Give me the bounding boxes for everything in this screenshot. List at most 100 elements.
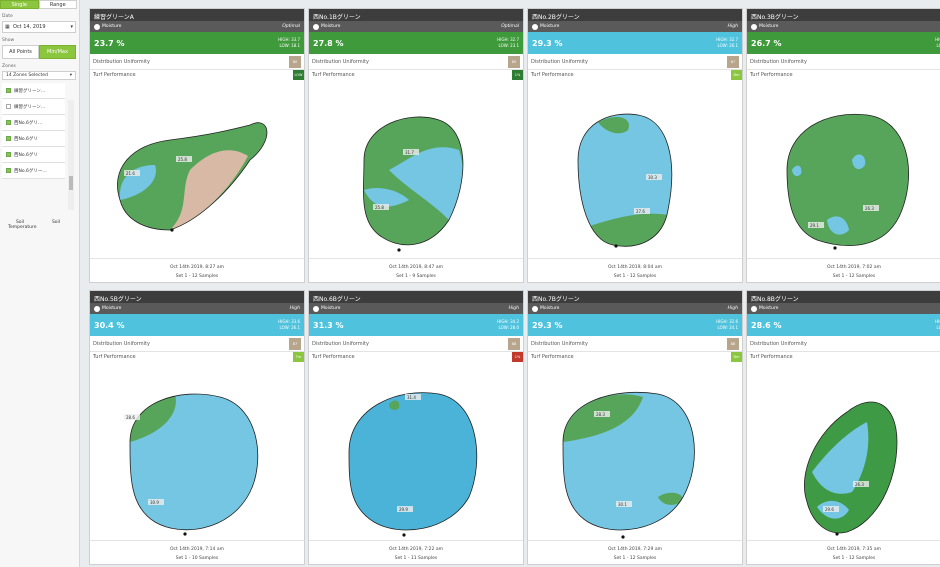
moisture-band: 26.7 % HIGH: 30.5 LOW: 22.4 <box>747 32 940 54</box>
zone-label: 西No.6グリ <box>14 136 38 142</box>
moisture-map[interactable]: 31.4 29.9 <box>309 372 523 550</box>
zone-card[interactable]: 西No.5Bグリーン Moisture High 30.4 % HIGH: 33… <box>89 290 305 565</box>
low-value: LOW: 18.1 <box>279 43 300 48</box>
zone-card[interactable]: 西No.3Bグリーン Moisture 26.7 % HIGH: 30.5 LO… <box>746 8 940 283</box>
moisture-map[interactable]: 26.3 29.1 <box>747 90 940 268</box>
moisture-band: 29.3 % HIGH: 32.6 LOW: 24.1 <box>528 314 742 336</box>
moisture-percent: 31.3 % <box>313 320 344 330</box>
soil-param-2[interactable]: Soil <box>51 220 61 225</box>
show-all-points-tab[interactable]: All Points <box>2 45 39 59</box>
zone-label: 練習グリーン… <box>14 88 46 94</box>
moisture-status: High <box>727 306 738 311</box>
tp-label: Turf Performance <box>312 354 355 360</box>
checkbox[interactable] <box>6 168 11 173</box>
zone-title: 西No.1Bグリーン <box>309 9 523 21</box>
zone-item[interactable]: 西No.6グリ <box>2 147 65 163</box>
moisture-map[interactable]: 25.8 21.6 <box>90 90 304 268</box>
zone-item[interactable]: 練習グリーン… <box>2 99 65 115</box>
moisture-band: 29.3 % HIGH: 32.7 LOW: 26.1 <box>528 32 742 54</box>
value-label-bg <box>403 149 419 155</box>
mode-single-tab[interactable]: Single <box>0 0 39 9</box>
moisture-map[interactable]: 30.3 27.6 <box>528 90 742 268</box>
scrollbar-thumb[interactable] <box>69 176 73 190</box>
sample-marker <box>170 228 174 232</box>
value-label-bg <box>397 506 413 512</box>
value-label-bg <box>808 222 824 228</box>
high-low: HIGH: 30.5 LOW: 22.4 <box>935 37 940 49</box>
zone-title: 西No.5Bグリーン <box>90 291 304 303</box>
moisture-region <box>852 154 866 170</box>
sample-marker <box>183 532 187 536</box>
value-label: 25.8 <box>178 157 187 162</box>
low-value: LOW: 24.1 <box>717 325 738 330</box>
card-footer: Oct 14th 2019, 8:27 am Set 1 - 12 Sample… <box>90 258 304 282</box>
mode-range-tab[interactable]: Range <box>38 0 77 9</box>
mode-toggle: Single Range <box>0 0 77 9</box>
zone-card[interactable]: 練習グリーンA Moisture Optimal 23.7 % HIGH: 33… <box>89 8 305 283</box>
tp-badge: 1% <box>512 70 523 80</box>
zone-label: 西No.6グリ… <box>14 120 43 126</box>
moisture-region <box>130 394 176 442</box>
sample-date: Oct 14th 2019, 7:35 am <box>827 547 881 552</box>
moisture-band: 27.8 % HIGH: 32.7 LOW: 23.1 <box>309 32 523 54</box>
turf-performance-row: Turf Performance Dm <box>528 352 742 362</box>
moisture-status: High <box>289 306 300 311</box>
card-footer: Oct 14th 2019, 7:22 am Set 1 - 11 Sample… <box>309 540 523 564</box>
value-label-bg <box>616 501 632 507</box>
moisture-icon <box>751 305 757 312</box>
moisture-region <box>578 213 668 247</box>
checkbox[interactable] <box>6 152 11 157</box>
high-value: HIGH: 32.7 <box>716 37 738 42</box>
zone-item[interactable]: 西No.6グリー… <box>2 163 65 179</box>
green-outline <box>117 122 268 231</box>
soil-param-1[interactable]: Soil <box>15 220 25 225</box>
moisture-status: High <box>727 24 738 29</box>
checkbox[interactable] <box>6 120 11 125</box>
moisture-percent: 26.7 % <box>751 38 782 48</box>
zones-label: Zones <box>2 64 16 69</box>
moisture-label: Moisture <box>321 306 341 311</box>
zone-item[interactable]: 練習グリーン… <box>2 83 65 99</box>
value-label-bg <box>853 481 869 487</box>
zone-item[interactable]: 西No.6グリ <box>2 131 65 147</box>
show-minmax-tab[interactable]: Min/Max <box>39 45 76 59</box>
zone-item[interactable]: 西No.6グリ… <box>2 115 65 131</box>
value-label: 25.8 <box>375 205 384 210</box>
distribution-uniformity-row: Distribution Uniformity 87 <box>528 54 742 70</box>
zone-select[interactable]: 14 Zones Selected ▾ <box>2 71 76 80</box>
date-picker[interactable]: ▦ Oct 14, 2019 ▾ <box>2 21 76 33</box>
zone-card[interactable]: 西No.8Bグリーン Moisture High 28.6 % HIGH: 32… <box>746 290 940 565</box>
value-label: 30.1 <box>618 502 627 507</box>
moisture-bar: Moisture High <box>309 303 523 314</box>
checkbox[interactable] <box>6 104 11 109</box>
zone-card[interactable]: 西No.2Bグリーン Moisture High 29.3 % HIGH: 32… <box>527 8 743 283</box>
zone-title: 西No.8Bグリーン <box>747 291 940 303</box>
value-label-bg <box>594 411 610 417</box>
moisture-region <box>364 188 409 207</box>
moisture-map[interactable]: 31.7 25.8 <box>309 90 523 268</box>
sample-marker <box>402 533 406 537</box>
high-low: HIGH: 32.6 LOW: 24.1 <box>716 319 738 331</box>
moisture-map[interactable]: 28.6 30.9 <box>90 372 304 550</box>
checkbox[interactable] <box>6 136 11 141</box>
turf-performance-row: Turf Performance 1% <box>309 352 523 362</box>
zone-card[interactable]: 西No.7Bグリーン Moisture High 29.3 % HIGH: 32… <box>527 290 743 565</box>
zone-card[interactable]: 西No.1Bグリーン Moisture Optimal 27.8 % HIGH:… <box>308 8 524 283</box>
turf-performance-row: Turf Performance <box>747 352 940 362</box>
sample-date: Oct 14th 2019, 8:27 am <box>170 265 224 270</box>
temperature-param[interactable]: Temperature <box>8 225 37 230</box>
moisture-map[interactable]: 26.3 29.6 <box>747 372 940 550</box>
green-outline <box>786 113 909 246</box>
moisture-band: 23.7 % HIGH: 33.7 LOW: 18.1 <box>90 32 304 54</box>
zone-card[interactable]: 西No.6Bグリーン Moisture High 31.3 % HIGH: 34… <box>308 290 524 565</box>
value-label: 31.4 <box>407 395 416 400</box>
date-value: Oct 14, 2019 <box>13 24 46 30</box>
checkbox[interactable] <box>6 88 11 93</box>
du-badge: 80 <box>289 55 301 68</box>
tp-label: Turf Performance <box>93 354 136 360</box>
show-label: Show <box>2 38 15 43</box>
zone-scrollbar[interactable] <box>68 100 74 210</box>
moisture-map[interactable]: 28.3 30.1 <box>528 372 742 550</box>
sample-count: Set 1 - 9 Samples <box>396 274 436 279</box>
moisture-icon <box>532 305 538 312</box>
